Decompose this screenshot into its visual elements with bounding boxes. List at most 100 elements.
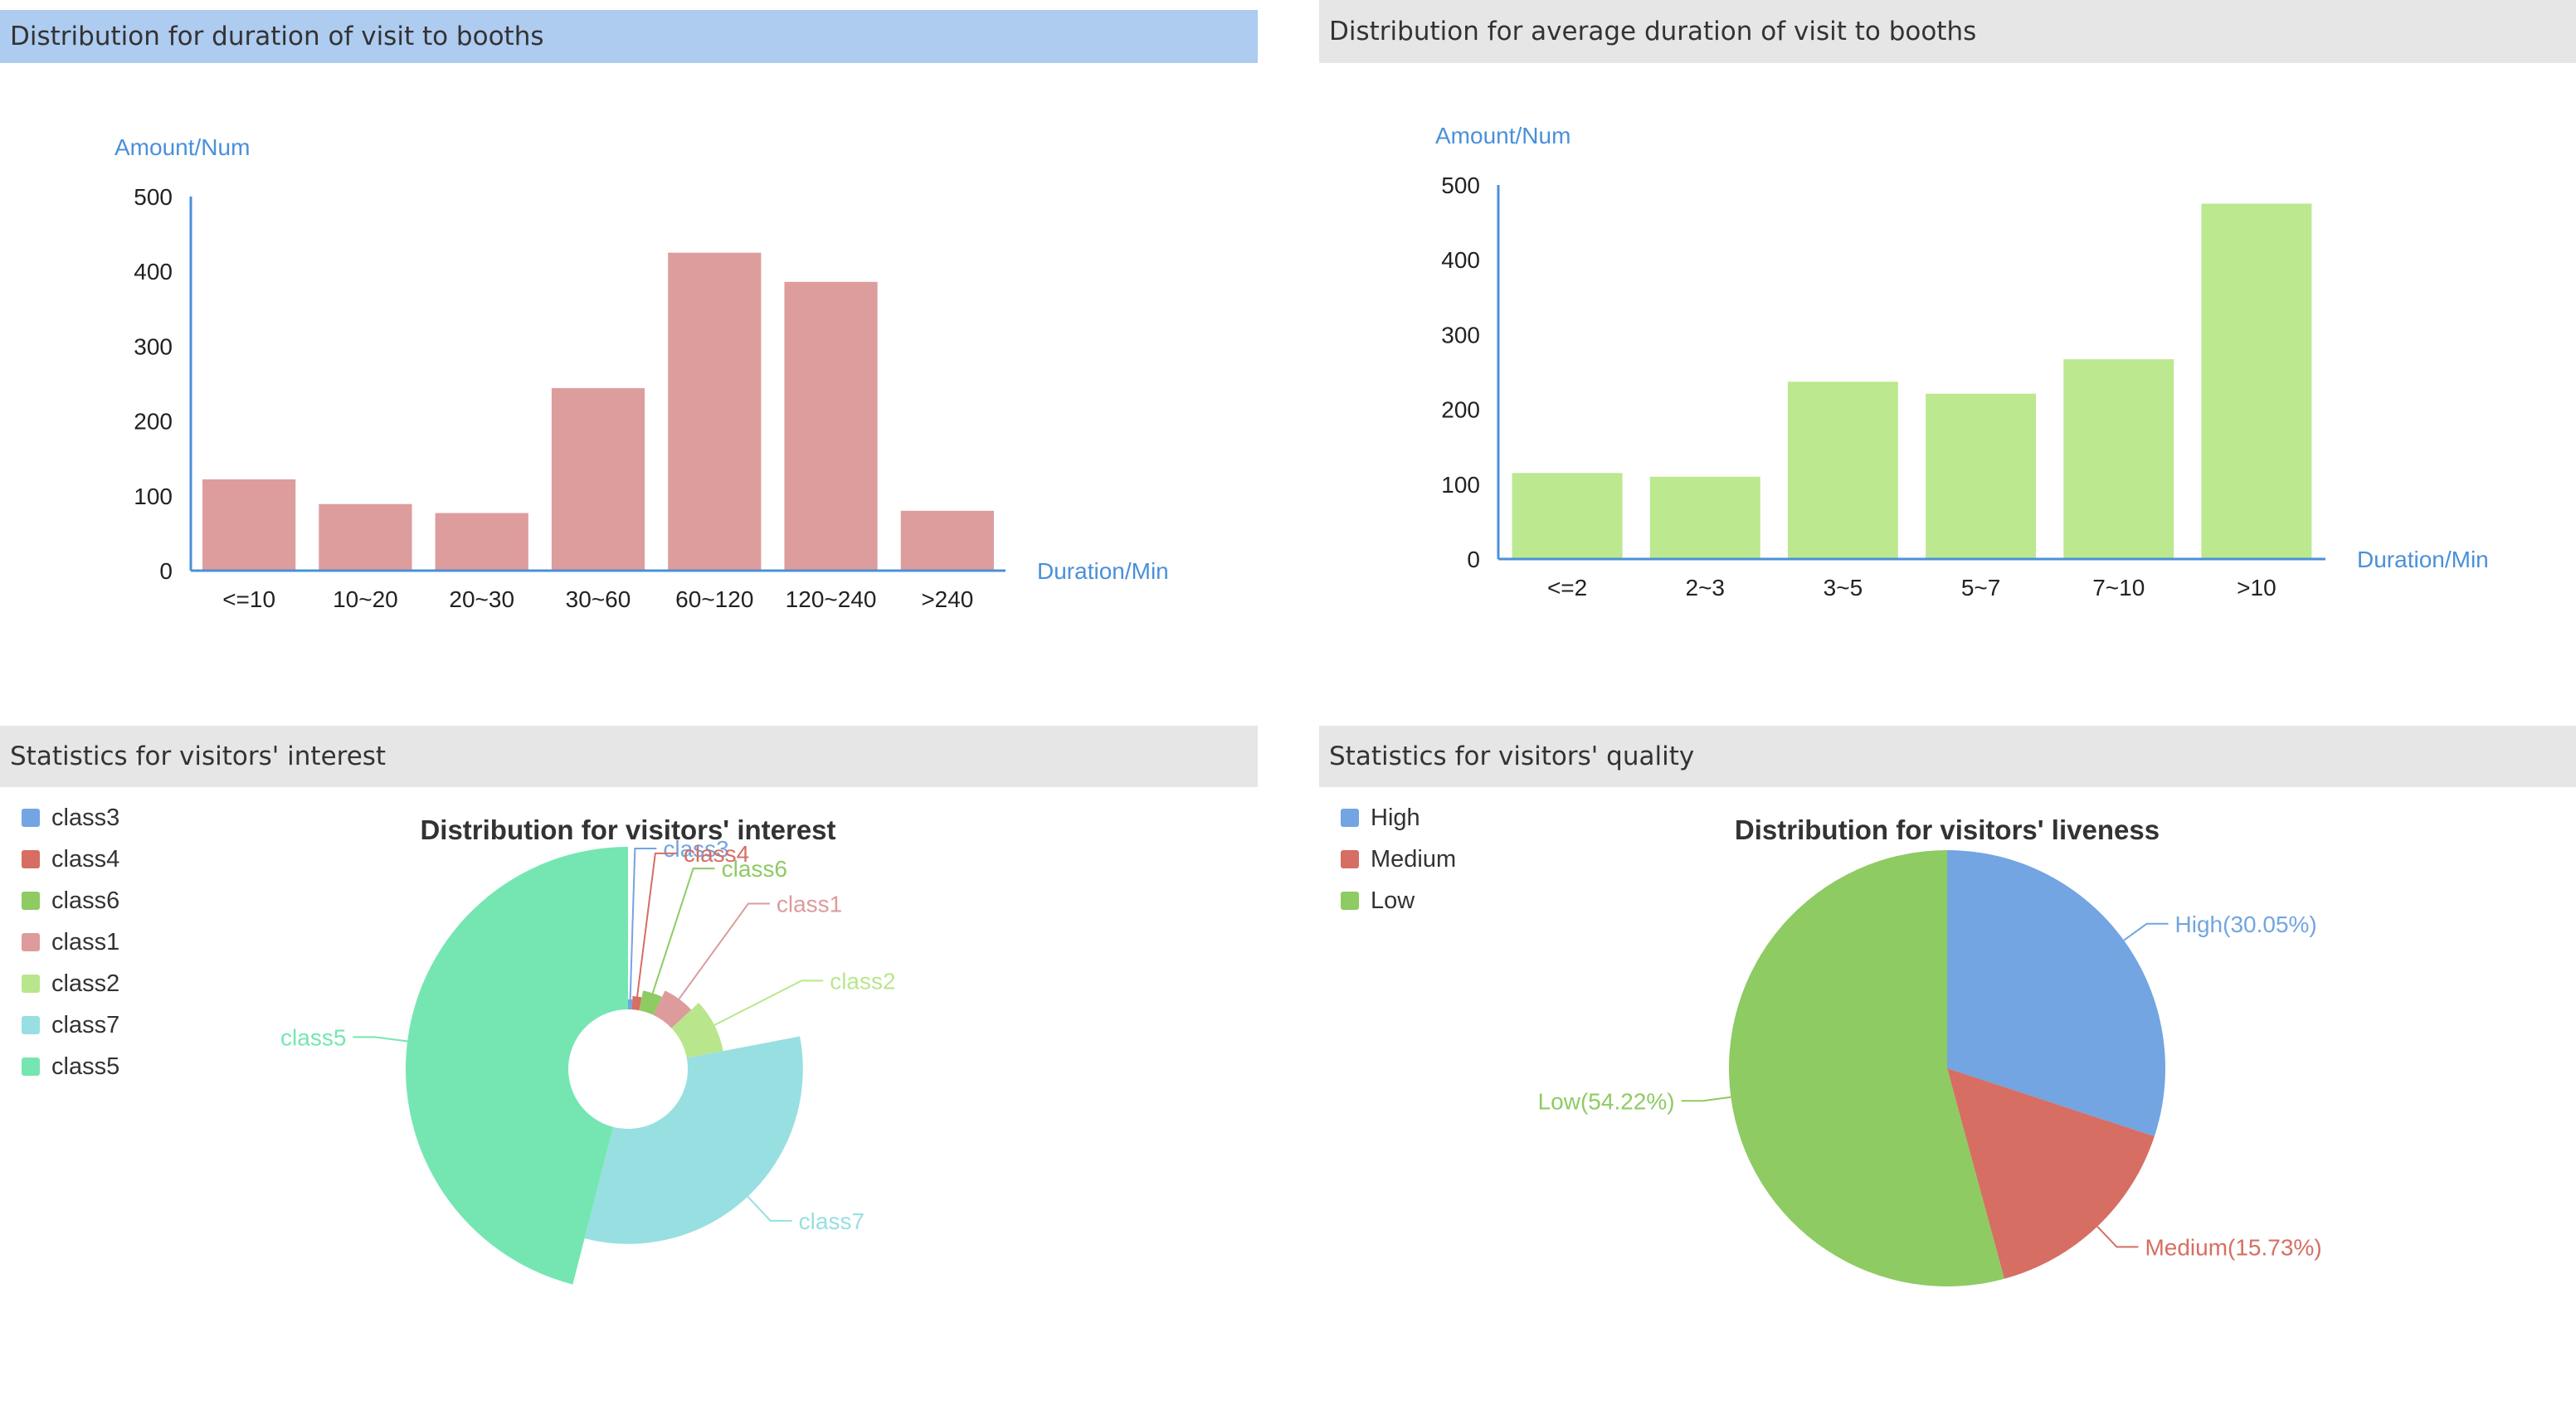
x-tick-label: 30~60 [566, 586, 631, 612]
slice-label: class5 [280, 1024, 346, 1050]
x-tick-label: >10 [2237, 575, 2277, 600]
x-tick-label: 3~5 [1824, 575, 1863, 600]
slice-label: class4 [684, 841, 749, 867]
quality-panel-header[interactable]: Statistics for visitors' quality [1319, 726, 2576, 787]
bar[interactable] [202, 479, 296, 571]
legend-item-class2[interactable]: class2 [22, 963, 119, 1004]
legend-item-class6[interactable]: class6 [22, 880, 119, 921]
bar[interactable] [668, 252, 762, 571]
legend-swatch [1341, 809, 1359, 827]
bar[interactable] [551, 387, 645, 571]
bar[interactable] [435, 513, 528, 571]
interest-panel: Statistics for visitors' interest Distri… [0, 726, 1258, 1410]
legend-label: class4 [51, 845, 120, 873]
slice-class6[interactable] [639, 990, 663, 1015]
avg-duration-panel-header[interactable]: Distribution for average duration of vis… [1319, 0, 2576, 63]
chart-title: Distribution for visitors' interest [420, 814, 835, 845]
legend-item-class1[interactable]: class1 [22, 921, 119, 963]
label-line [747, 1195, 792, 1222]
y-tick-label: 400 [1441, 247, 1480, 273]
legend-swatch [22, 809, 40, 827]
quality-legend: High Medium Low [1341, 797, 1456, 921]
interest-panel-header[interactable]: Statistics for visitors' interest [0, 726, 1258, 787]
slice-label: High(30.05%) [2175, 912, 2317, 937]
y-tick-label: 500 [1441, 173, 1480, 198]
duration-bar-chart: Amount/Num 0 100 200 300 400 500 <=10 10~20 20~30… [114, 134, 1169, 612]
label-line [1681, 1096, 1731, 1102]
slice-label: Low(54.22%) [1538, 1088, 1675, 1114]
legend-item-high[interactable]: High [1341, 797, 1456, 839]
slice-high[interactable] [1947, 850, 2165, 1137]
slice-label: Medium(15.73%) [2145, 1234, 2321, 1260]
bar[interactable] [1787, 382, 1898, 559]
bar[interactable] [1649, 476, 1760, 559]
slice-low[interactable] [1729, 850, 2004, 1286]
legend-label: High [1371, 804, 1420, 831]
label-line [636, 852, 677, 997]
interest-legend: class3 class4 class6 class1 class2 class7 clas… [22, 797, 119, 1087]
chart-title: Distribution for visitors' liveness [1735, 814, 2160, 845]
x-tick-label: <=10 [222, 586, 275, 612]
label-line [2123, 922, 2169, 941]
x-tick-label: 20~30 [449, 586, 514, 612]
legend-label: Medium [1371, 845, 1457, 873]
bar[interactable] [319, 503, 412, 571]
bar[interactable] [2201, 203, 2312, 560]
legend-swatch [22, 850, 40, 868]
label-line [629, 848, 657, 999]
bar[interactable] [1926, 393, 2037, 559]
duration-panel-header[interactable]: Distribution for duration of visit to bo… [0, 10, 1258, 63]
slice-class2[interactable] [671, 1003, 723, 1058]
interest-rose-chart: Distribution for visitors' interestclass… [280, 814, 896, 1285]
legend-swatch [22, 892, 40, 910]
legend-swatch [22, 1058, 40, 1076]
legend-item-low[interactable]: Low [1341, 880, 1456, 921]
slice-label: class2 [830, 968, 895, 994]
label-line [678, 902, 770, 1000]
quality-panel: Statistics for visitors' quality Distrib… [1319, 726, 2576, 1410]
legend-item-class4[interactable]: class4 [22, 839, 119, 880]
legend-label: class1 [51, 928, 120, 955]
x-axis-label: Duration/Min [2357, 547, 2489, 572]
label-line [651, 868, 715, 994]
y-tick-label: 500 [134, 184, 173, 210]
legend-item-medium[interactable]: Medium [1341, 839, 1456, 880]
bar[interactable] [900, 510, 994, 571]
x-tick-label: 5~7 [1961, 575, 2001, 600]
y-tick-label: 0 [159, 558, 173, 584]
legend-swatch [22, 1016, 40, 1034]
y-tick-label: 200 [134, 409, 173, 435]
x-tick-label: >240 [921, 586, 973, 612]
x-axis-label: Duration/Min [1037, 558, 1169, 584]
x-tick-label: 60~120 [675, 586, 753, 612]
x-tick-label: 10~20 [333, 586, 398, 612]
y-axis-label: Amount/Num [114, 134, 250, 160]
legend-item-class5[interactable]: class5 [22, 1046, 119, 1087]
slice-class7[interactable] [584, 1036, 803, 1244]
slice-class4[interactable] [631, 996, 642, 1011]
legend-label: class2 [51, 970, 120, 997]
x-tick-label: 7~10 [2092, 575, 2145, 600]
legend-label: class6 [51, 887, 120, 914]
legend-swatch [1341, 892, 1359, 910]
legend-item-class7[interactable]: class7 [22, 1004, 119, 1046]
slice-medium[interactable] [1947, 1068, 2155, 1279]
legend-item-class3[interactable]: class3 [22, 797, 119, 839]
x-tick-label: 120~240 [786, 586, 877, 612]
slice-label: class3 [663, 836, 728, 862]
slice-class1[interactable] [653, 990, 692, 1028]
y-axis-label: Amount/Num [1435, 123, 1570, 148]
x-tick-label: 2~3 [1686, 575, 1726, 600]
slice-label: class1 [777, 892, 842, 917]
y-tick-label: 400 [134, 259, 173, 284]
bar[interactable] [1512, 473, 1623, 559]
bar[interactable] [784, 281, 878, 571]
avg-duration-bar-chart: Amount/Num 0 100 200 300 400 500 <=2 2~3 3~5 5~7 7~… [1435, 123, 2489, 600]
bar[interactable] [2063, 359, 2174, 559]
label-line [2096, 1226, 2139, 1248]
slice-class3[interactable] [628, 999, 633, 1010]
legend-swatch [22, 933, 40, 951]
label-line [353, 1036, 408, 1043]
slice-class5[interactable] [405, 847, 628, 1285]
y-tick-label: 200 [1441, 397, 1480, 423]
